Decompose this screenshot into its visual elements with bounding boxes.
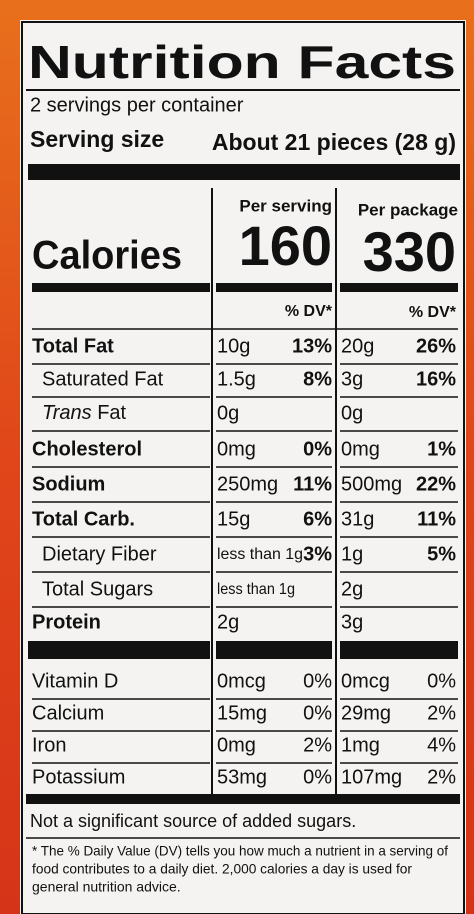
package-amount: 29mg [341, 702, 391, 724]
package-amount: 0mcg [341, 670, 390, 692]
serving-dv: 8% [303, 368, 332, 390]
nutrient-name: Dietary Fiber [42, 543, 157, 565]
thick-rule [216, 283, 332, 292]
serving-dv: 0% [303, 438, 332, 460]
nutrient-name-rest: Fat [97, 402, 126, 424]
serving-amount: 0mg [217, 438, 256, 460]
package-amount: 20g [341, 335, 374, 357]
serving-size-value: About 21 pieces (28 g) [212, 129, 456, 155]
nutrient-name: Saturated Fat [42, 368, 164, 390]
thick-rule [28, 641, 210, 659]
serving-dv: 0% [303, 766, 332, 788]
added-sugars-note: Not a significant source of added sugars… [30, 811, 356, 831]
label-border [21, 21, 465, 914]
serving-dv: 0% [303, 702, 332, 724]
package-amount: 31g [341, 508, 374, 530]
serving-amount: 53mg [217, 766, 267, 788]
serving-dv: 13% [292, 335, 332, 357]
package-dv: 16% [416, 368, 456, 390]
dv-header: % DV* [409, 304, 457, 321]
footnote-line: general nutrition advice. [32, 879, 181, 895]
per-package-header: Per package [358, 200, 458, 219]
package-amount: 107mg [341, 766, 402, 788]
serving-size-label: Serving size [30, 126, 164, 152]
title: Nutrition Facts [28, 36, 456, 88]
thick-rule [28, 164, 460, 180]
nutrient-name: Iron [32, 734, 66, 756]
nutrient-name: Calcium [32, 702, 104, 724]
package-amount: 500mg [341, 473, 402, 495]
serving-amount: 0mg [217, 734, 256, 756]
serving-amount: 1.5g [217, 368, 256, 390]
nutrient-rows: Total Fat 10g 13% 20g 26% Saturated Fat 1.5g 8%… [32, 335, 458, 788]
per-serving-header: Per serving [239, 196, 332, 215]
serving-amount: 15mg [217, 702, 267, 724]
package-amount: 3g [341, 611, 363, 633]
package-dv: 11% [417, 508, 456, 530]
footnote-line: * The % Daily Value (DV) tells you how m… [32, 843, 448, 859]
nutrient-name: Potassium [32, 766, 125, 788]
nutrient-name: Total Sugars [42, 578, 153, 600]
package-dv: 1% [427, 438, 456, 460]
nutrient-name: Sodium [32, 473, 105, 495]
package-dv: 2% [427, 702, 456, 724]
package-dv: 4% [427, 734, 456, 756]
thick-rule [340, 641, 458, 659]
package-dv: 2% [427, 766, 456, 788]
package-amount: 2g [341, 578, 363, 600]
package-dv: 0% [427, 670, 456, 692]
calories-per-serving: 160 [239, 214, 332, 277]
thick-rule [340, 283, 458, 292]
package-amount: 1g [341, 543, 363, 565]
nutrient-name: Cholesterol [32, 438, 142, 460]
serving-dv: 0% [303, 670, 332, 692]
nutrient-name: Total Carb. [32, 508, 135, 530]
package-amount: 0mg [341, 438, 380, 460]
package-dv: 5% [427, 543, 456, 565]
thick-rule [32, 283, 210, 292]
package-amount: 0g [341, 402, 363, 424]
serving-amount: 0g [217, 402, 239, 424]
serving-amount: 15g [217, 508, 250, 530]
thick-rule [216, 641, 332, 659]
serving-amount: 0mcg [217, 670, 266, 692]
serving-amount: 2g [217, 611, 239, 633]
nutrient-name: Protein [32, 611, 101, 633]
serving-amount: less than 1g [217, 546, 303, 563]
serving-amount: less than 1g [217, 581, 295, 598]
package-amount: 1mg [341, 734, 380, 756]
serving-dv: 11% [293, 473, 332, 495]
package-amount: 3g [341, 368, 363, 390]
dv-header: % DV* [285, 303, 333, 320]
nutrient-name: Vitamin D [32, 670, 118, 692]
nutrient-name-italic: Trans [42, 402, 92, 424]
serving-dv: 3% [303, 543, 332, 565]
calories-label: Calories [32, 234, 182, 278]
package-dv: 26% [416, 335, 456, 357]
serving-dv: 2% [303, 734, 332, 756]
nutrient-name: Trans Fat [42, 402, 127, 424]
servings: 2 servings per container [30, 94, 244, 116]
serving-amount: 250mg [217, 473, 278, 495]
calories-per-package: 330 [363, 220, 456, 283]
package-dv: 22% [416, 473, 456, 495]
thick-rule [26, 794, 460, 804]
serving-amount: 10g [217, 335, 250, 357]
footnote-line: food contributes to a daily diet. 2,000 … [32, 861, 412, 877]
nutrient-name: Total Fat [32, 335, 114, 357]
serving-dv: 6% [303, 508, 332, 530]
